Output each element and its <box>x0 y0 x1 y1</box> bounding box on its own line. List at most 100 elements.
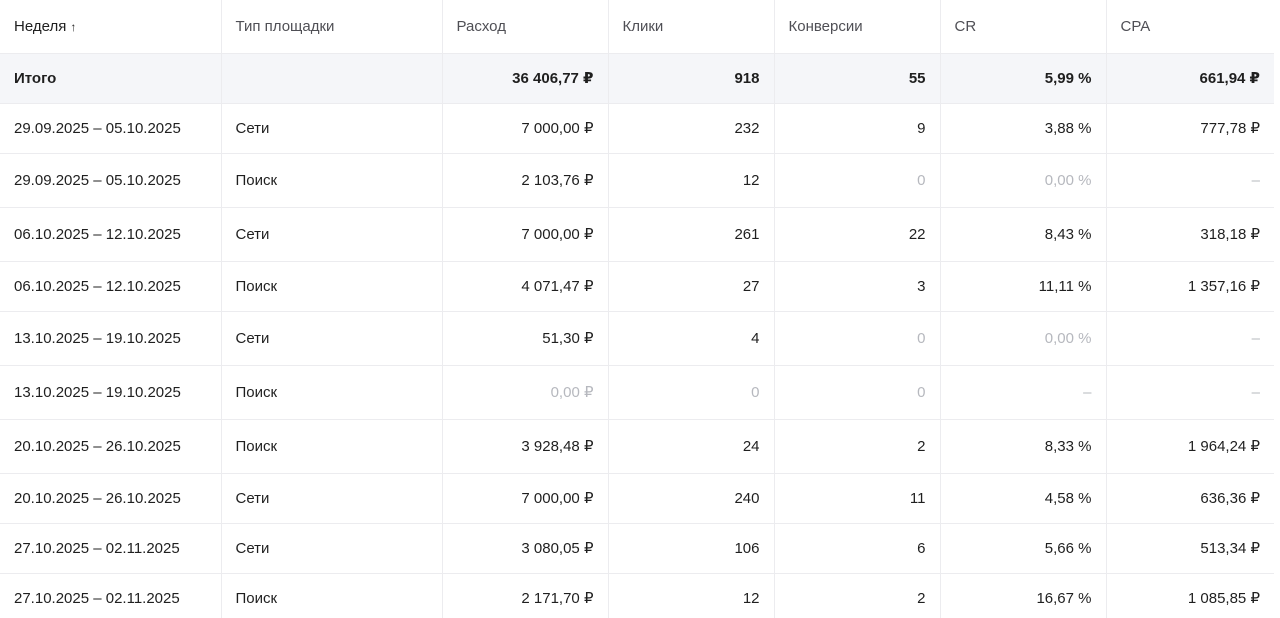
total-clicks: 918 <box>608 53 775 104</box>
cell-cr: – <box>940 365 1107 420</box>
table-row[interactable]: 06.10.2025 – 12.10.2025 Сети 7 000,00 ₽261… <box>0 207 1274 262</box>
cell-cr: 11,11 % <box>940 261 1107 312</box>
cell-placement-type: Сети <box>221 103 443 154</box>
total-type-cell <box>221 53 443 104</box>
cell-placement-type: Поиск <box>221 261 443 312</box>
cell-conversions: 2 <box>774 419 941 474</box>
cell-clicks: 0 <box>608 365 775 420</box>
cell-cpa: 636,36 ₽ <box>1106 473 1274 524</box>
table-row[interactable]: 20.10.2025 – 26.10.2025 Сети 7 000,00 ₽240… <box>0 473 1274 524</box>
cell-clicks: 24 <box>608 419 775 474</box>
cell-spend: 4 071,47 ₽ <box>442 261 609 312</box>
cell-cr: 3,88 % <box>940 103 1107 154</box>
cell-clicks: 12 <box>608 573 775 618</box>
table-row[interactable]: 27.10.2025 – 02.11.2025 Поиск 2 171,70 ₽12… <box>0 573 1274 618</box>
cell-week: 27.10.2025 – 02.11.2025 <box>0 573 222 618</box>
column-header-clicks[interactable]: Клики <box>608 0 775 54</box>
cell-placement-type: Поиск <box>221 419 443 474</box>
cell-cr: 8,33 % <box>940 419 1107 474</box>
cell-clicks: 4 <box>608 311 775 366</box>
column-header-spend[interactable]: Расход <box>442 0 609 54</box>
cell-spend: 3 080,05 ₽ <box>442 523 609 574</box>
cell-clicks: 27 <box>608 261 775 312</box>
cell-placement-type: Сети <box>221 207 443 262</box>
cell-spend: 7 000,00 ₽ <box>442 103 609 154</box>
cell-conversions: 0 <box>774 365 941 420</box>
cell-clicks: 232 <box>608 103 775 154</box>
column-header-conversions[interactable]: Конверсии <box>774 0 941 54</box>
cell-cpa: – <box>1106 153 1274 208</box>
cell-conversions: 9 <box>774 103 941 154</box>
cell-week: 29.09.2025 – 05.10.2025 <box>0 153 222 208</box>
cell-week: 27.10.2025 – 02.11.2025 <box>0 523 222 574</box>
cell-clicks: 106 <box>608 523 775 574</box>
cell-clicks: 12 <box>608 153 775 208</box>
table-row[interactable]: 06.10.2025 – 12.10.2025 Поиск 4 071,47 ₽27… <box>0 261 1274 312</box>
cell-cpa: 1 964,24 ₽ <box>1106 419 1274 474</box>
cell-cpa: 513,34 ₽ <box>1106 523 1274 574</box>
cell-conversions: 6 <box>774 523 941 574</box>
column-header-cpa[interactable]: CPA <box>1106 0 1274 54</box>
cell-cr: 0,00 % <box>940 311 1107 366</box>
cell-week: 20.10.2025 – 26.10.2025 <box>0 419 222 474</box>
cell-week: 13.10.2025 – 19.10.2025 <box>0 311 222 366</box>
column-header-placement-type[interactable]: Тип площадки <box>221 0 443 54</box>
total-label: Итого <box>0 53 222 104</box>
cell-conversions: 22 <box>774 207 941 262</box>
cell-placement-type: Сети <box>221 523 443 574</box>
cell-placement-type: Поиск <box>221 365 443 420</box>
cell-week: 06.10.2025 – 12.10.2025 <box>0 261 222 312</box>
cell-week: 29.09.2025 – 05.10.2025 <box>0 103 222 154</box>
column-header-label: Неделя <box>14 17 67 35</box>
cell-week: 20.10.2025 – 26.10.2025 <box>0 473 222 524</box>
cell-cr: 8,43 % <box>940 207 1107 262</box>
cell-cpa: 318,18 ₽ <box>1106 207 1274 262</box>
cell-cpa: – <box>1106 311 1274 366</box>
total-row: Итого 36 406,77 ₽ 918 55 5,99 % 661,94 ₽ <box>0 53 1274 104</box>
cell-conversions: 0 <box>774 311 941 366</box>
cell-spend: 7 000,00 ₽ <box>442 207 609 262</box>
cell-week: 13.10.2025 – 19.10.2025 <box>0 365 222 420</box>
total-cr: 5,99 % <box>940 53 1107 104</box>
table-row[interactable]: 13.10.2025 – 19.10.2025 Поиск 0,00 ₽0 0– – <box>0 365 1274 420</box>
cell-placement-type: Сети <box>221 311 443 366</box>
table-row[interactable]: 27.10.2025 – 02.11.2025 Сети 3 080,05 ₽106… <box>0 523 1274 574</box>
cell-spend: 2 171,70 ₽ <box>442 573 609 618</box>
cell-spend: 3 928,48 ₽ <box>442 419 609 474</box>
cell-spend: 7 000,00 ₽ <box>442 473 609 524</box>
cell-week: 06.10.2025 – 12.10.2025 <box>0 207 222 262</box>
total-spend: 36 406,77 ₽ <box>442 53 609 104</box>
cell-clicks: 240 <box>608 473 775 524</box>
cell-spend: 0,00 ₽ <box>442 365 609 420</box>
cell-conversions: 11 <box>774 473 941 524</box>
column-header-week[interactable]: Неделя ↑ <box>0 0 222 54</box>
cell-cr: 4,58 % <box>940 473 1107 524</box>
table-row[interactable]: 20.10.2025 – 26.10.2025 Поиск 3 928,48 ₽24… <box>0 419 1274 474</box>
cell-conversions: 2 <box>774 573 941 618</box>
table-row[interactable]: 13.10.2025 – 19.10.2025 Сети 51,30 ₽4 0 0,00… <box>0 311 1274 366</box>
total-cpa: 661,94 ₽ <box>1106 53 1274 104</box>
table-header-row: Неделя ↑ Тип площадки Расход Клики Конвер… <box>0 0 1274 54</box>
table-row[interactable]: 29.09.2025 – 05.10.2025 Поиск 2 103,76 ₽12… <box>0 153 1274 208</box>
cell-placement-type: Поиск <box>221 573 443 618</box>
cell-spend: 2 103,76 ₽ <box>442 153 609 208</box>
column-header-cr[interactable]: CR <box>940 0 1107 54</box>
table-row[interactable]: 29.09.2025 – 05.10.2025 Сети 7 000,00 ₽232… <box>0 103 1274 154</box>
cell-cpa: 1 357,16 ₽ <box>1106 261 1274 312</box>
cell-conversions: 0 <box>774 153 941 208</box>
cell-cpa: 777,78 ₽ <box>1106 103 1274 154</box>
cell-placement-type: Поиск <box>221 153 443 208</box>
cell-conversions: 3 <box>774 261 941 312</box>
cell-cpa: 1 085,85 ₽ <box>1106 573 1274 618</box>
cell-cr: 5,66 % <box>940 523 1107 574</box>
cell-cr: 16,67 % <box>940 573 1107 618</box>
cell-clicks: 261 <box>608 207 775 262</box>
cell-placement-type: Сети <box>221 473 443 524</box>
cell-cpa: – <box>1106 365 1274 420</box>
cell-spend: 51,30 ₽ <box>442 311 609 366</box>
cell-cr: 0,00 % <box>940 153 1107 208</box>
sort-ascending-icon[interactable]: ↑ <box>70 19 77 34</box>
total-conversions: 55 <box>774 53 941 104</box>
